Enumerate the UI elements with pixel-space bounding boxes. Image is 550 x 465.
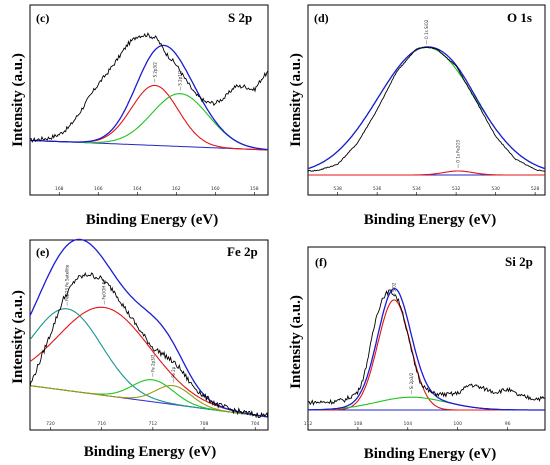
ticks-f: 112 108 104 100 96 xyxy=(304,421,511,430)
peak-annotation: O 1s SiO2 xyxy=(424,19,429,39)
x-axis-label-e: Binding Energy (eV) xyxy=(84,444,217,460)
ticks-e: 720 716 712 708 704 xyxy=(46,421,260,430)
panel-letter-d: (d) xyxy=(314,11,329,25)
peak-green xyxy=(307,46,546,170)
peak-annotation: SiO2 xyxy=(392,282,397,292)
tick-label: 112 xyxy=(304,421,313,427)
x-axis-label-f: Binding Energy (eV) xyxy=(364,446,497,462)
panel-f: (f) Si 2p 112 108 104 100 96 SiO2 Si 2p3/2 In… xyxy=(275,232,550,465)
tick-label: 162 xyxy=(172,186,181,192)
envelope-line xyxy=(30,44,269,151)
curves-f: SiO2 Si 2p3/2 xyxy=(307,282,546,411)
peak-green xyxy=(29,379,269,418)
tick-label: 104 xyxy=(403,421,412,427)
tick-label: 538 xyxy=(333,186,342,192)
panel-d: (d) O 1s 538 536 534 532 530 528 O 1s SiO2 O 1… xyxy=(275,0,550,232)
tick-label: 164 xyxy=(133,186,142,192)
peak-annotation: Fe 2p xyxy=(171,366,176,377)
chart-e-svg: (e) Fe 2p 720 716 712 708 704 FeOOH Fe Fe2O3 … xyxy=(10,238,269,460)
plot-frame-e xyxy=(29,239,269,431)
x-axis-label-c: Binding Energy (eV) xyxy=(86,212,219,228)
raw-spectrum xyxy=(307,46,545,172)
tick-label: 534 xyxy=(412,186,421,192)
tick-label: 720 xyxy=(46,421,55,427)
y-axis-label-e: Intensity (a.u.) xyxy=(10,290,26,384)
panel-c: (c) S 2p 168 166 164 162 160 158 S 2p3/2 S 2p1… xyxy=(0,0,275,232)
tick-label: 704 xyxy=(251,421,260,427)
y-axis-label-d: Intensity (a.u.) xyxy=(288,53,304,147)
peak-olive xyxy=(29,384,269,418)
raw-spectrum xyxy=(29,32,269,143)
peak-annotation: S 2p3/2 xyxy=(152,62,157,78)
peak-red xyxy=(308,299,545,411)
tick-label: 530 xyxy=(491,186,500,192)
peak-annotation: O 1s Fe2O3 xyxy=(456,139,461,163)
raw-spectrum xyxy=(29,272,269,419)
region-label-c: S 2p xyxy=(228,10,252,25)
y-axis-label-f: Intensity (a.u.) xyxy=(288,295,304,389)
peak-red xyxy=(29,306,269,418)
tick-label: 716 xyxy=(97,421,106,427)
peak-annotation: S 2p1/2 xyxy=(178,70,183,86)
peak-annotation: Fe2O3 Fe Satellite xyxy=(65,264,70,301)
peak-annotation: Si 2p3/2 xyxy=(409,372,414,389)
tick-label: 96 xyxy=(505,421,511,427)
peak-red xyxy=(308,170,545,176)
tick-label: 536 xyxy=(373,186,382,192)
tick-label: 160 xyxy=(211,186,220,192)
peak-annotation: FeOOH Fe xyxy=(102,279,107,299)
tick-label: 168 xyxy=(55,186,64,192)
plot-frame-d xyxy=(307,4,546,196)
ticks-d: 538 536 534 532 530 528 xyxy=(333,186,540,195)
region-label-f: Si 2p xyxy=(505,254,533,269)
panel-letter-e: (e) xyxy=(36,245,49,259)
peak-red xyxy=(30,84,268,151)
y-axis-label-c: Intensity (a.u.) xyxy=(10,53,26,147)
tick-label: 100 xyxy=(453,421,462,427)
curves-e: FeOOH Fe Fe2O3 Fe Satellite Fe 2p3/2 Fe 2p xyxy=(29,238,269,419)
peak-green xyxy=(308,396,545,411)
peak-teal xyxy=(29,308,269,418)
panel-letter-c: (c) xyxy=(36,11,49,25)
tick-label: 532 xyxy=(452,186,461,192)
tick-label: 108 xyxy=(354,421,363,427)
tick-label: 712 xyxy=(149,421,158,427)
plot-frame-f xyxy=(307,246,546,431)
curves-c: S 2p3/2 S 2p1/2 xyxy=(29,32,269,151)
panel-letter-f: (f) xyxy=(315,255,327,269)
plot-frame-c xyxy=(29,4,269,196)
region-label-e: Fe 2p xyxy=(227,244,258,259)
curves-d: O 1s SiO2 O 1s Fe2O3 xyxy=(307,19,546,176)
peak-annotation: Fe 2p3/2 xyxy=(150,354,155,372)
tick-label: 708 xyxy=(200,421,209,427)
x-axis-label-d: Binding Energy (eV) xyxy=(364,212,497,228)
panel-e: (e) Fe 2p 720 716 712 708 704 FeOOH Fe Fe2O3 … xyxy=(0,232,275,465)
tick-label: 528 xyxy=(531,186,540,192)
region-label-d: O 1s xyxy=(507,10,532,25)
ticks-c: 168 166 164 162 160 158 xyxy=(55,186,259,195)
chart-c-svg: (c) S 2p 168 166 164 162 160 158 S 2p3/2 S 2p1… xyxy=(10,4,269,228)
tick-label: 158 xyxy=(250,186,259,192)
envelope-line xyxy=(307,46,546,170)
tick-label: 166 xyxy=(94,186,103,192)
envelope-line xyxy=(29,238,269,418)
raw-spectrum xyxy=(307,289,546,406)
envelope-line xyxy=(308,287,545,411)
chart-f-svg: (f) Si 2p 112 108 104 100 96 SiO2 Si 2p3/2 In… xyxy=(288,246,546,462)
